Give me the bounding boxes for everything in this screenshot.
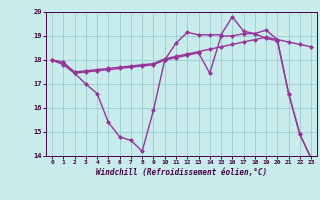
X-axis label: Windchill (Refroidissement éolien,°C): Windchill (Refroidissement éolien,°C) (96, 168, 267, 177)
